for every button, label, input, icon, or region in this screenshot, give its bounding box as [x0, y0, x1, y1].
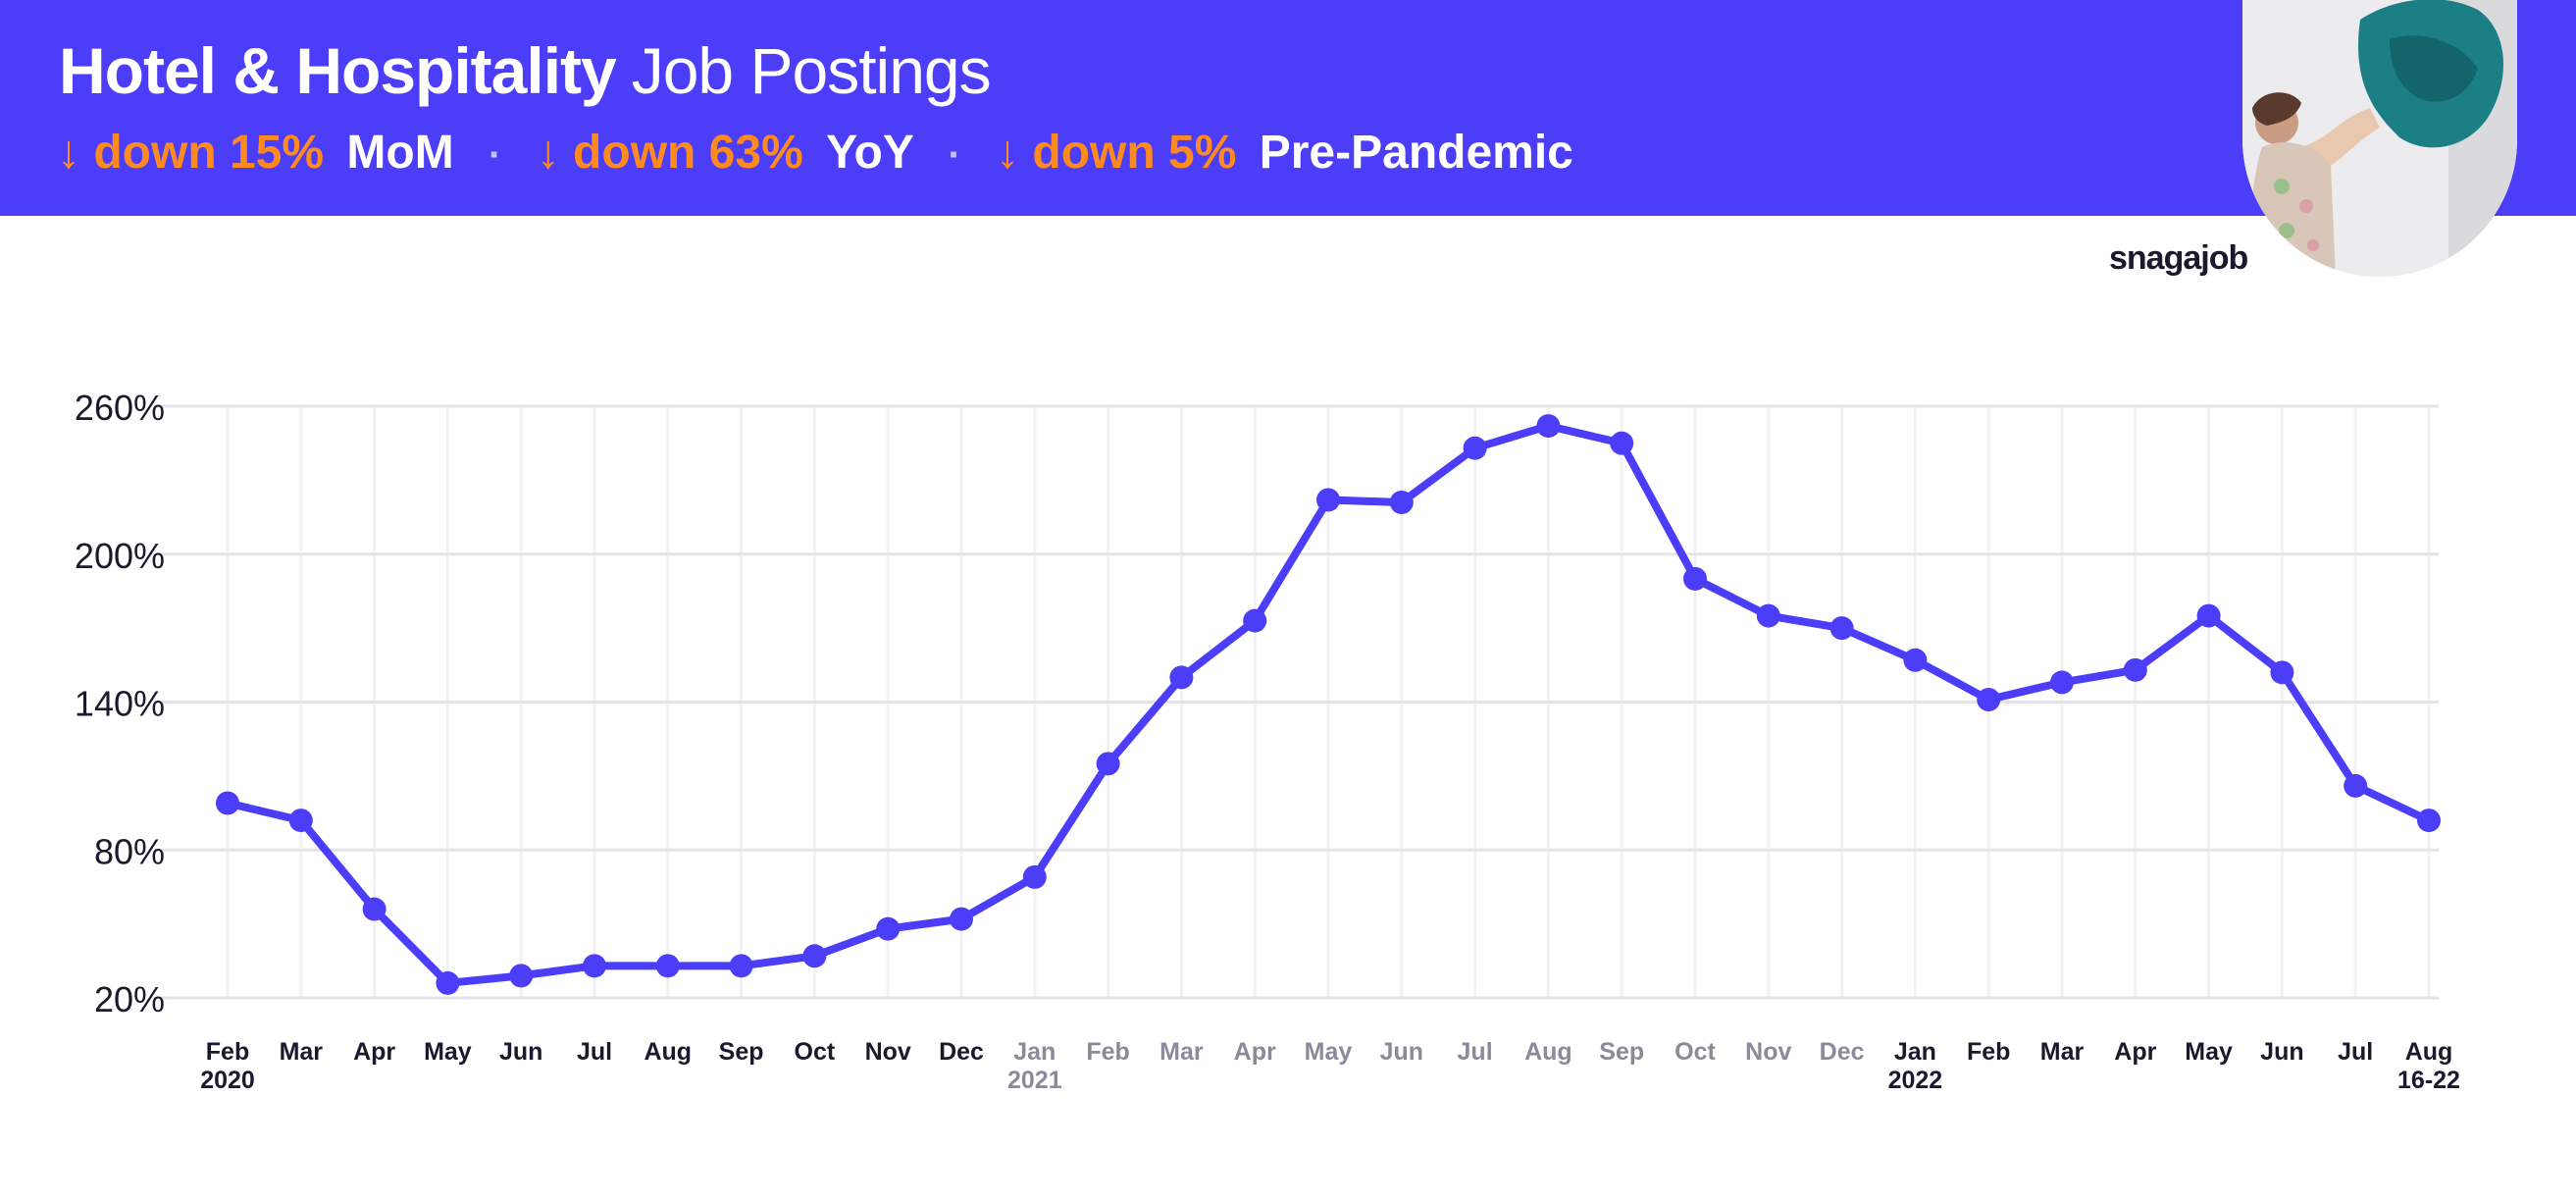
stat-label: Pre-Pandemic	[1259, 127, 1573, 179]
data-point	[2270, 660, 2294, 685]
x-tick-label: Mar	[280, 1038, 324, 1066]
stat-mom: ↓ down 15% MoM	[57, 127, 467, 179]
stat-pre-pandemic: ↓ down 5% Pre-Pandemic	[996, 127, 1573, 179]
x-tick-label: Dec	[1820, 1038, 1865, 1066]
data-point	[2050, 670, 2074, 695]
down-arrow-icon: ↓	[536, 127, 560, 179]
data-point	[583, 954, 606, 978]
x-tick-label: Dec	[939, 1038, 984, 1066]
title-bold: Hotel & Hospitality	[59, 34, 617, 107]
x-tick-label: Oct	[795, 1038, 836, 1066]
data-point	[950, 907, 973, 931]
page-title: Hotel & Hospitality Job Postings	[59, 29, 992, 112]
x-tick-label: Aug	[1524, 1038, 1572, 1066]
x-tick-label: Jul	[2338, 1038, 2373, 1066]
stat-label: YoY	[826, 127, 914, 179]
data-point	[1610, 431, 1634, 455]
data-point	[1536, 414, 1561, 439]
x-tick-label: Aug	[2405, 1038, 2453, 1066]
data-point	[509, 964, 534, 988]
x-tick-label: Aug	[644, 1038, 692, 1066]
data-point	[1022, 864, 1047, 889]
data-point	[288, 809, 313, 833]
x-tick-label: Nov	[865, 1038, 911, 1066]
y-tick-label: 200%	[75, 536, 165, 576]
stat-separator: ·	[489, 133, 502, 177]
x-tick-label: Jul	[1458, 1038, 1493, 1066]
x-tick-year-label: 16-22	[2397, 1067, 2460, 1094]
data-point	[876, 916, 901, 941]
stat-yoy: ↓ down 63% YoY	[537, 127, 927, 179]
data-point	[1316, 488, 1340, 512]
x-tick-label: Feb	[1967, 1038, 2010, 1066]
x-tick-label: Nov	[1745, 1038, 1791, 1066]
data-point	[2123, 657, 2147, 682]
data-point	[1829, 616, 1854, 641]
data-point	[1243, 608, 1267, 633]
y-tick-label: 140%	[75, 684, 165, 724]
brand-logo: snagajob	[2109, 239, 2248, 277]
data-point	[2344, 773, 2368, 798]
data-point	[1903, 648, 1928, 672]
stat-label: MoM	[346, 127, 454, 179]
x-tick-label: Sep	[1599, 1038, 1644, 1066]
data-point	[1977, 687, 2001, 711]
data-point	[216, 791, 239, 815]
x-tick-year-label: 2022	[1888, 1067, 1943, 1094]
worker-photo-illustration	[2242, 0, 2517, 277]
y-tick-label: 20%	[94, 979, 165, 1019]
x-tick-year-label: 2021	[1007, 1067, 1062, 1094]
stat-separator: ·	[948, 133, 961, 177]
data-point	[802, 944, 827, 968]
x-tick-label: Apr	[353, 1038, 395, 1066]
y-tick-label: 260%	[75, 388, 165, 428]
data-point	[1756, 603, 1780, 628]
x-tick-label: Jan	[1013, 1038, 1056, 1066]
y-tick-label: 80%	[94, 831, 165, 871]
x-tick-label: Mar	[1159, 1038, 1204, 1066]
data-point	[2196, 603, 2221, 628]
data-point	[655, 954, 680, 978]
header-banner: Hotel & Hospitality Job Postings ↓ down 1…	[0, 0, 2576, 216]
x-tick-label: May	[1305, 1038, 1353, 1066]
stat-value: down 63%	[573, 127, 803, 179]
x-tick-label: Jul	[577, 1038, 612, 1066]
x-tick-label: May	[2185, 1038, 2233, 1066]
x-tick-label: Feb	[1086, 1038, 1129, 1066]
x-tick-label: Jan	[1894, 1038, 1936, 1066]
x-tick-label: Mar	[2040, 1038, 2085, 1066]
down-arrow-icon: ↓	[996, 127, 1020, 179]
x-tick-label: Apr	[2114, 1038, 2156, 1066]
x-tick-label: Oct	[1674, 1038, 1716, 1066]
x-tick-label: Apr	[1234, 1038, 1276, 1066]
x-tick-year-label: 2020	[200, 1067, 255, 1094]
data-point	[362, 897, 386, 921]
x-tick-label: Sep	[719, 1038, 764, 1066]
stat-value: down 15%	[93, 127, 325, 179]
stats-row: ↓ down 15% MoM · ↓ down 63% YoY · ↓ down…	[57, 122, 1573, 186]
data-point	[1389, 490, 1414, 514]
worker-photo	[2242, 0, 2517, 277]
x-tick-label: Feb	[206, 1038, 249, 1066]
data-point	[2417, 809, 2441, 833]
data-point	[436, 970, 460, 995]
stat-value: down 5%	[1032, 127, 1237, 179]
title-light: Job Postings	[631, 34, 992, 107]
data-point	[1463, 436, 1487, 460]
data-point	[1683, 566, 1707, 591]
x-tick-label: May	[424, 1038, 472, 1066]
data-point	[1096, 752, 1120, 776]
data-point	[729, 954, 753, 978]
x-tick-label: Jun	[2260, 1038, 2303, 1066]
down-arrow-icon: ↓	[57, 127, 80, 179]
data-point	[1169, 665, 1194, 690]
x-tick-label: Jun	[1380, 1038, 1423, 1066]
x-tick-label: Jun	[499, 1038, 542, 1066]
